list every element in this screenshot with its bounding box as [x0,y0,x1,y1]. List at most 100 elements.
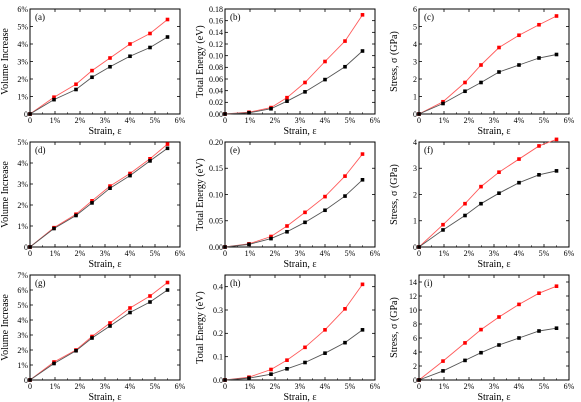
y-tick-label: 0.05 [209,217,223,226]
data-point-series-2 [497,70,501,74]
y-axis-label: Total Energy (eV) [195,158,206,230]
series-line-1 [29,143,168,248]
series-line-1 [224,153,363,248]
data-point-series-2 [74,348,78,353]
data-point-series-2 [303,220,307,225]
panel-label: (c) [424,12,434,22]
data-point-series-1 [497,45,501,50]
y-tick-label: 2% [17,75,28,84]
data-point-series-1 [343,39,347,43]
data-point-series-2 [90,336,94,340]
x-tick-label: 3% [489,249,500,258]
y-tick-label: 0 [24,110,28,119]
y-tick-label: 6 [413,5,417,14]
data-point-series-2 [165,288,170,292]
y-tick-label: 0 [413,243,417,252]
y-tick-label: 4% [17,316,28,325]
y-tick-label: 0.00 [209,243,223,252]
x-tick-label: 5% [539,382,550,391]
y-tick-label: 0.10 [209,190,223,199]
x-tick-label: 6% [564,116,575,125]
data-point-series-1 [165,280,170,285]
x-tick-label: 4% [125,249,136,258]
y-tick-label: 0.00 [209,110,223,119]
data-point-series-1 [497,170,501,174]
data-point-series-1 [537,144,541,148]
data-point-series-2 [463,89,467,94]
plot-frame [418,8,570,115]
plot-frame [224,141,376,248]
x-tick-label: 2% [270,116,281,125]
panel-label: (d) [35,145,46,155]
plot-frame [224,8,376,115]
data-point-series-1 [323,59,327,64]
x-tick-label: 5% [539,249,550,258]
data-point-series-2 [323,77,327,82]
data-point-series-1 [441,359,445,363]
x-tick-label: 3% [295,382,306,391]
y-tick-label: 3 [413,164,417,173]
data-point-series-2 [128,310,132,315]
y-tick-label: 0.1 [213,352,223,361]
series-line-1 [224,14,363,115]
series-line-1 [418,15,557,115]
data-point-series-2 [479,80,483,85]
data-point-series-1 [517,302,521,307]
data-point-series-1 [360,13,365,17]
data-point-series-1 [360,282,365,287]
data-point-series-2 [285,229,289,234]
panel-label: (b) [230,12,241,22]
y-tick-label: 14 [409,278,417,287]
x-tick-label: 2% [464,116,475,125]
data-point-series-2 [285,367,289,371]
x-tick-label: 0 [223,116,227,125]
x-tick-label: 0 [28,116,32,125]
data-point-series-1 [128,42,132,46]
data-point-series-2 [247,111,251,115]
x-tick-label: 6% [370,116,381,125]
data-point-series-2 [52,361,56,366]
x-tick-label: 2% [75,249,86,258]
data-point-series-1 [148,157,152,161]
x-tick-label: 4% [125,382,136,391]
data-point-series-2 [223,112,227,116]
data-point-series-1 [441,222,445,227]
x-axis-label: Strain, ε [477,126,510,137]
x-tick-label: 1% [50,116,61,125]
x-tick-label: 5% [150,116,161,125]
series-line-1 [224,284,363,381]
data-point-series-2 [517,63,521,67]
data-point-series-1 [537,22,541,27]
data-point-series-1 [148,294,152,298]
y-tick-label: 0.3 [213,306,223,315]
x-axis-label: Strain, ε [88,259,121,270]
y-tick-label: 0.4 [213,282,223,291]
y-tick-label: 0 [413,110,417,119]
y-tick-label: 3% [17,331,28,340]
y-tick-label: 1% [17,222,28,231]
data-point-series-2 [343,340,347,345]
y-tick-label: 6% [17,286,28,295]
data-point-series-2 [554,169,559,173]
x-tick-label: 0 [417,249,421,258]
plot-frame [418,274,570,381]
x-tick-label: 5% [345,249,356,258]
y-tick-label: 3 [413,57,417,66]
y-axis-label: Volume Increase [0,294,11,361]
data-point-series-2 [303,360,307,365]
data-point-series-2 [52,226,56,231]
y-axis-label: Stress, σ (GPa) [389,297,400,358]
data-point-series-1 [497,315,501,319]
data-point-series-2 [537,173,541,177]
series-line-2 [418,170,557,248]
y-tick-label: 0 [413,376,417,385]
data-point-series-2 [463,213,467,218]
y-axis-label: Volume Increase [0,28,11,95]
data-point-series-1 [554,14,559,18]
data-point-series-2 [417,112,421,116]
x-tick-label: 4% [125,116,136,125]
chart-panel-f: 0 1% 2% 3% 4% 5% 6% 0 1 2 3 4 Strain, ε Stress, σ (GP… [389,137,575,270]
data-point-series-1 [303,210,307,215]
data-point-series-2 [148,300,152,304]
data-point-series-1 [74,82,78,87]
